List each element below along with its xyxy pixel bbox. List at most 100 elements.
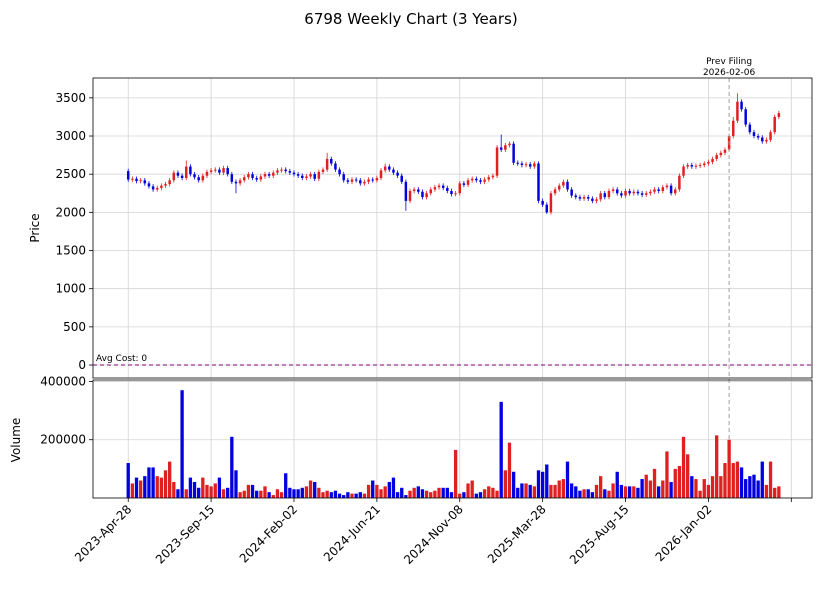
candle-body xyxy=(184,166,188,178)
volume-bar xyxy=(619,484,624,498)
candle-body xyxy=(661,187,665,191)
volume-bar xyxy=(412,487,416,498)
volume-bar xyxy=(482,489,487,498)
volume-bar xyxy=(449,492,454,498)
volume-bar xyxy=(545,464,549,498)
candle-body xyxy=(214,169,217,171)
candle-body xyxy=(607,190,611,198)
y-tick-label: 2500 xyxy=(55,167,86,181)
candle-body xyxy=(740,101,743,110)
candle-body xyxy=(325,158,329,170)
volume-bar xyxy=(143,476,147,498)
volume-bar xyxy=(130,483,135,498)
volume-bar xyxy=(437,487,441,498)
candle-body xyxy=(520,163,524,166)
candle-body xyxy=(640,193,644,195)
candle-body xyxy=(176,172,180,176)
candle-body xyxy=(516,162,520,164)
volume-bar xyxy=(578,490,582,498)
volume-bar xyxy=(424,490,429,498)
volume-bar xyxy=(603,489,607,498)
avg-cost-label: Avg Cost: 0 xyxy=(96,354,147,364)
candle-body xyxy=(462,183,466,185)
candle-body xyxy=(591,198,594,201)
volume-bar xyxy=(354,493,358,498)
candle-body xyxy=(421,191,424,198)
candle-body xyxy=(168,180,171,185)
candle-body xyxy=(470,178,474,181)
candle-body xyxy=(528,164,532,167)
volume-bar xyxy=(180,390,184,498)
volume-bar xyxy=(155,476,159,498)
candle-body xyxy=(636,191,640,194)
candle-body xyxy=(744,109,747,125)
volume-bar xyxy=(267,492,271,498)
candle-body xyxy=(284,169,287,172)
candle-body xyxy=(379,170,383,178)
candle-body xyxy=(752,132,756,137)
volume-bar xyxy=(690,476,694,498)
volume-bar xyxy=(507,442,512,498)
volume-bar xyxy=(358,492,362,498)
candle-body xyxy=(620,193,623,196)
candle-body xyxy=(512,143,515,163)
volume-bar xyxy=(574,486,578,498)
volume-bar xyxy=(408,490,412,498)
candle-body xyxy=(160,185,163,188)
candle-body xyxy=(715,155,718,159)
volume-bar xyxy=(184,489,188,498)
candle-body xyxy=(707,161,710,164)
candle-body xyxy=(218,169,221,173)
volume-bar xyxy=(259,490,263,498)
volume-bar xyxy=(346,492,350,498)
volume-bar xyxy=(188,477,193,498)
x-tick-label: 2026-Jan-02 xyxy=(653,502,715,564)
candle-body xyxy=(441,185,445,188)
volume-bar xyxy=(632,486,636,498)
candle-body xyxy=(761,137,764,142)
volume-bar xyxy=(445,487,449,498)
volume-bar xyxy=(657,486,661,498)
volume-bar xyxy=(163,470,168,498)
candle-body xyxy=(230,174,234,182)
candle-body xyxy=(126,171,130,180)
y-tick-label: 0 xyxy=(78,358,86,372)
y-tick-label: 400000 xyxy=(40,374,86,388)
candle-body xyxy=(251,174,254,178)
volume-bar xyxy=(387,481,391,498)
candle-body xyxy=(644,193,648,195)
x-tick-label: 2024-Feb-02 xyxy=(237,502,300,565)
candle-body xyxy=(151,186,155,190)
candle-body xyxy=(404,181,408,201)
volume-bar xyxy=(205,484,209,498)
volume-bar xyxy=(636,487,640,498)
candle-body xyxy=(674,189,677,194)
candle-body xyxy=(247,174,250,178)
volume-bar xyxy=(313,481,317,498)
volume-bar xyxy=(499,401,503,498)
volume-bar xyxy=(192,481,197,498)
volume-bar xyxy=(304,486,309,498)
volume-bar xyxy=(503,470,507,498)
x-tick-label: 2025-Aug-15 xyxy=(567,502,632,567)
candle-body xyxy=(172,172,176,181)
volume-bar xyxy=(284,473,288,498)
volume-bar xyxy=(764,484,769,498)
plot-frame xyxy=(92,77,813,379)
volume-bar xyxy=(466,483,470,498)
candle-body xyxy=(504,145,507,150)
candle-body xyxy=(383,166,387,171)
candle-body xyxy=(769,132,772,140)
volume-bar xyxy=(453,449,458,498)
volume-bar xyxy=(495,490,499,498)
candle-body xyxy=(400,175,403,182)
candle-body xyxy=(553,189,557,194)
candle-body xyxy=(578,197,582,199)
candle-body xyxy=(371,179,374,181)
candle-body xyxy=(263,174,267,177)
candle-body xyxy=(412,189,416,191)
candle-body xyxy=(388,166,391,170)
volume-bar xyxy=(292,489,296,498)
volume-bar xyxy=(478,492,483,498)
